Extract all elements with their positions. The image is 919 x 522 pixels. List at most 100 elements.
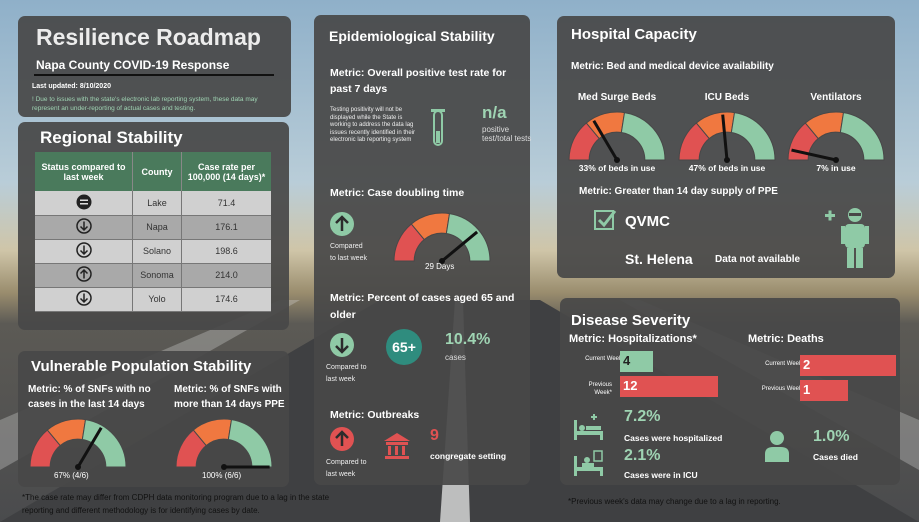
gauge-needle-hub	[439, 258, 445, 264]
checkbox-checked-icon	[594, 210, 617, 230]
snf-cases-gauge	[29, 418, 127, 470]
gauge-needle-hub	[75, 464, 81, 470]
vulnerable-panel: Vulnerable Population Stability Metric: …	[18, 351, 289, 487]
gauge-green-segment	[227, 419, 273, 468]
gauge-needle-hub	[614, 157, 620, 163]
deaths-previous-bar-value: 1	[803, 382, 811, 397]
footnote-left: *The case rate may differ from CDPH data…	[22, 493, 330, 515]
hospital-gauge-title: Med Surge Beds	[577, 92, 657, 103]
hospital-gauge-label: 47% of beds in use	[688, 163, 766, 173]
positivity-note: Testing positivity will not be displayed…	[330, 107, 416, 143]
doubling-time-gauge	[393, 212, 491, 264]
hospital-heading: Hospital Capacity	[571, 26, 697, 43]
gauge-green-segment	[839, 112, 885, 161]
county-cell: Napa	[132, 215, 182, 240]
outbreaks-trend-up-icon	[330, 427, 354, 451]
gauge-needle-hub	[833, 157, 839, 163]
gauge-needle-hub	[724, 157, 730, 163]
snf-ppe-gauge	[175, 418, 273, 470]
table-row: Yolo 174.6	[35, 287, 271, 312]
hosp-current-week-label: Current Week	[585, 356, 622, 362]
case-rate-cell: 174.6	[181, 287, 271, 312]
col-county: County	[132, 152, 182, 191]
hosp-current-bar-value: 4	[623, 353, 631, 368]
aged-trend-down-icon	[330, 333, 354, 357]
doubling-value: 29 Days	[425, 262, 455, 271]
positivity-metric: Metric: Overall positive test rate for p…	[330, 67, 507, 95]
table-row: Lake 71.4	[35, 191, 271, 216]
died-pct: 1.0%	[813, 428, 850, 445]
arrow-up-icon	[75, 266, 92, 282]
deaths-previous-bar: 1	[800, 380, 848, 401]
test-tube-icon	[431, 109, 445, 146]
regional-stability-panel: Regional Stability Status compared to la…	[18, 122, 289, 330]
severity-heading: Disease Severity	[571, 312, 691, 329]
ppe-facility-qvmc: QVMC	[625, 213, 670, 230]
outbreak-value: 9	[430, 427, 439, 444]
aged-caption: cases	[445, 353, 466, 362]
equal-icon	[76, 194, 91, 210]
hospitalized-caption: Cases were hospitalized	[624, 433, 723, 443]
hospitalizations-metric: Metric: Hospitalizations*	[569, 333, 697, 345]
outbreak-caption: congregate setting	[430, 451, 507, 461]
vulnerable-metric-1: Metric: % of SNFs with no cases in the l…	[28, 384, 151, 410]
title-divider	[34, 74, 274, 76]
gauge-needle-hub	[221, 464, 227, 470]
doubling-trend-up-icon	[330, 212, 354, 236]
snf-ppe-gauge-label: 100% (6/6)	[202, 471, 242, 480]
hospital-bed-icon	[574, 414, 603, 440]
gauge-needle	[441, 230, 479, 263]
ppe-facility-st-helena: St. Helena	[625, 251, 693, 267]
case-rate-cell: 214.0	[181, 263, 271, 288]
died-caption: Cases died	[813, 452, 858, 462]
icu-caption: Cases were in ICU	[624, 470, 698, 480]
county-cell: Sonoma	[132, 263, 182, 288]
doubling-compared-label: Compared to last week	[330, 243, 367, 262]
aged-compared-label: Compared to last week	[326, 364, 367, 383]
hosp-current-bar: 4	[620, 351, 653, 372]
hospitalized-pct: 7.2%	[624, 408, 661, 425]
data-note: ! Due to issues with the state's electro…	[32, 96, 258, 112]
gauge-green-segment	[730, 112, 776, 161]
outbreaks-metric: Metric: Outbreaks	[330, 409, 420, 421]
county-cell: Solano	[132, 239, 182, 264]
title-panel: Resilience Roadmap Napa County COVID-19 …	[18, 16, 291, 117]
col-rate: Case rate per 100,000 (14 days)*	[187, 161, 266, 182]
hospital-panel: Hospital Capacity Metric: Bed and medica…	[557, 16, 895, 278]
regional-heading: Regional Stability	[40, 128, 183, 147]
hospital-gauge-title: Ventilators	[810, 92, 862, 103]
deaths-current-bar-value: 2	[803, 357, 811, 372]
deaths-previous-week-label: Previous Week	[761, 386, 802, 392]
gauge-needle	[791, 148, 837, 162]
person-icon	[765, 431, 789, 462]
building-icon	[384, 433, 410, 459]
arrow-down-icon	[75, 218, 92, 234]
footnote-right: *Previous week's data may change due to …	[568, 497, 781, 506]
table-row: Napa 176.1	[35, 215, 271, 240]
hosp-previous-week-label: Previous Week*	[588, 382, 612, 396]
gauge-needle	[721, 114, 729, 161]
aged-metric: Metric: Percent of cases aged 65 and old…	[330, 292, 515, 321]
gauge-green-segment	[445, 213, 491, 262]
hospital-gauge	[787, 111, 885, 163]
page-title: Resilience Roadmap	[36, 24, 261, 50]
positivity-caption: positive test/total tests	[482, 125, 532, 143]
gauge-green-segment	[81, 419, 127, 468]
gauge-green-segment	[620, 112, 666, 161]
ppe-facility-st-helena-status: Data not available	[715, 254, 801, 265]
arrow-down-icon	[75, 290, 92, 306]
deaths-metric: Metric: Deaths	[748, 333, 824, 345]
aged-value: 10.4%	[445, 331, 491, 348]
gauge-needle	[592, 119, 619, 161]
severity-panel: Disease Severity Metric: Hospitalization…	[560, 298, 900, 485]
hospital-gauge-label: 7% in use	[816, 163, 856, 173]
case-rate-cell: 176.1	[181, 215, 271, 240]
ppe-metric: Metric: Greater than 14 day supply of PP…	[579, 186, 778, 197]
hospital-gauge-title: ICU Beds	[704, 92, 750, 103]
ppe-worker-icon	[825, 208, 869, 268]
arrow-down-icon	[75, 242, 92, 258]
table-row: Sonoma 214.0	[35, 263, 271, 288]
regional-table: Status compared to last week County Case…	[35, 152, 271, 312]
vulnerable-metric-2: Metric: % of SNFs with more than 14 days…	[174, 384, 285, 410]
county-cell: Lake	[132, 191, 182, 216]
